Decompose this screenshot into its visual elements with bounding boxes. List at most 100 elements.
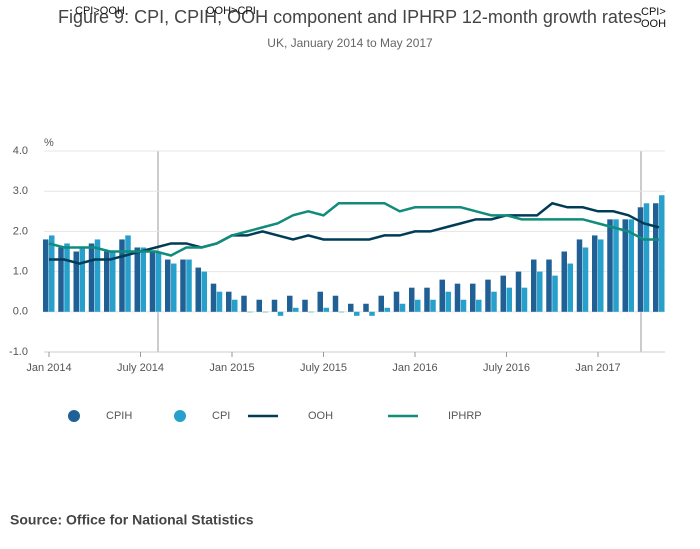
line: [49, 201, 660, 265]
annotation: OOH>CPI: [206, 5, 256, 17]
bar: [628, 219, 634, 312]
bar: [155, 251, 162, 312]
bar: [393, 291, 400, 312]
legend-marker: [174, 410, 186, 422]
bar: [338, 311, 345, 313]
annotation: CPI> OOH: [641, 6, 667, 30]
source: Source: Office for National Statistics: [10, 512, 254, 528]
y-tick-label: -1.0: [9, 346, 28, 358]
bar: [582, 247, 589, 312]
bar: [332, 295, 339, 312]
y-tick-label: 2.0: [13, 225, 28, 237]
bar: [226, 291, 232, 312]
bar: [567, 263, 573, 312]
bar: [277, 311, 284, 316]
bar: [49, 235, 55, 312]
bar: [64, 243, 70, 312]
bar: [622, 219, 628, 312]
bar: [134, 247, 140, 312]
bar: [430, 299, 436, 312]
x-tick-label: July 2016: [483, 362, 530, 374]
y-tick-label: 0.0: [13, 306, 28, 318]
x-tick-label: July 2015: [300, 362, 347, 374]
bar: [546, 259, 552, 312]
bar: [171, 263, 177, 312]
bar: [653, 203, 659, 312]
bar: [186, 259, 192, 312]
bar: [643, 203, 650, 312]
bar: [460, 299, 467, 312]
y-tick-label: 4.0: [13, 145, 28, 157]
bar: [43, 239, 49, 312]
bar: [308, 311, 314, 313]
bar: [110, 251, 116, 312]
bar: [607, 219, 613, 312]
x-tick-label: Jan 2016: [392, 362, 437, 374]
chart-title: Figure 9: CPI, CPIH, OOH component and I…: [58, 7, 642, 27]
x-tick-label: Jan 2015: [209, 362, 254, 374]
bar: [485, 279, 491, 312]
bar: [88, 243, 95, 312]
bar: [247, 311, 253, 313]
bar: [348, 303, 354, 312]
bar: [293, 307, 299, 312]
bar: [659, 195, 665, 312]
bar: [216, 291, 223, 312]
bar: [271, 299, 278, 312]
bar: [232, 299, 238, 312]
bar: [506, 287, 512, 312]
legend-marker: [68, 410, 80, 422]
bar: [445, 291, 451, 312]
bar: [399, 303, 406, 312]
bar: [500, 275, 506, 312]
bar: [58, 247, 64, 312]
bar: [241, 295, 247, 312]
bar: [598, 239, 604, 312]
legend-label: OOH: [308, 410, 333, 422]
legend-label: IPHRP: [448, 410, 482, 422]
bar: [531, 259, 537, 312]
bar: [378, 295, 384, 312]
bar: [302, 299, 308, 312]
x-tick-label: July 2014: [117, 362, 164, 374]
bar: [149, 251, 156, 312]
bar: [592, 235, 598, 312]
bar: [439, 279, 445, 312]
bar: [165, 259, 171, 312]
bar: [287, 295, 293, 312]
bar: [409, 287, 415, 312]
bar: [262, 311, 268, 313]
bar: [454, 283, 461, 312]
bar: [613, 219, 619, 312]
bar: [210, 283, 217, 312]
bar: [323, 307, 329, 312]
x-tick-label: Jan 2014: [26, 362, 71, 374]
x-tick-label: Jan 2017: [575, 362, 620, 374]
bar: [424, 287, 430, 312]
bar: [256, 299, 262, 312]
bar: [195, 267, 201, 312]
bar: [140, 247, 146, 312]
chart-subtitle: UK, January 2014 to May 2017: [267, 36, 433, 50]
y-axis-label: %: [44, 137, 54, 149]
bar: [561, 251, 567, 312]
bar: [317, 291, 323, 312]
bar: [94, 239, 101, 312]
bar: [119, 239, 125, 312]
bar: [515, 271, 522, 312]
bar: [201, 271, 207, 312]
bar: [104, 251, 110, 312]
bar: [491, 291, 497, 312]
bar: [552, 275, 558, 312]
y-tick-label: 3.0: [13, 185, 28, 197]
annotation: CPI>OOH: [75, 5, 125, 17]
bar: [470, 283, 476, 312]
bar: [79, 247, 85, 312]
line: [48, 202, 659, 257]
bar: [180, 259, 186, 312]
legend-label: CPIH: [106, 410, 132, 422]
bar: [73, 251, 79, 312]
legend-label: CPI: [212, 410, 230, 422]
